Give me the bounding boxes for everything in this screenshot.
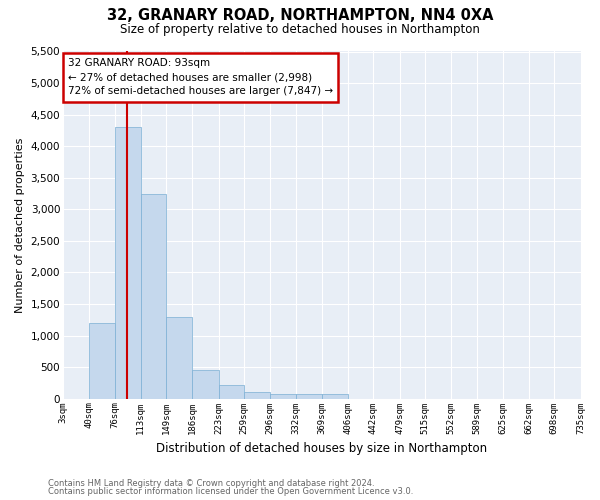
Bar bbox=[193, 370, 218, 398]
Text: Contains HM Land Registry data © Crown copyright and database right 2024.: Contains HM Land Registry data © Crown c… bbox=[48, 478, 374, 488]
X-axis label: Distribution of detached houses by size in Northampton: Distribution of detached houses by size … bbox=[156, 442, 487, 455]
Bar bbox=[89, 323, 115, 398]
Bar bbox=[244, 392, 270, 398]
Bar bbox=[270, 394, 296, 398]
Text: 32 GRANARY ROAD: 93sqm
← 27% of detached houses are smaller (2,998)
72% of semi-: 32 GRANARY ROAD: 93sqm ← 27% of detached… bbox=[68, 58, 333, 96]
Bar bbox=[322, 394, 348, 398]
Bar bbox=[218, 385, 244, 398]
Bar bbox=[166, 316, 193, 398]
Text: 32, GRANARY ROAD, NORTHAMPTON, NN4 0XA: 32, GRANARY ROAD, NORTHAMPTON, NN4 0XA bbox=[107, 8, 493, 22]
Text: Contains public sector information licensed under the Open Government Licence v3: Contains public sector information licen… bbox=[48, 487, 413, 496]
Bar bbox=[115, 127, 141, 398]
Bar bbox=[141, 194, 166, 398]
Text: Size of property relative to detached houses in Northampton: Size of property relative to detached ho… bbox=[120, 22, 480, 36]
Y-axis label: Number of detached properties: Number of detached properties bbox=[15, 138, 25, 313]
Bar bbox=[296, 394, 322, 398]
